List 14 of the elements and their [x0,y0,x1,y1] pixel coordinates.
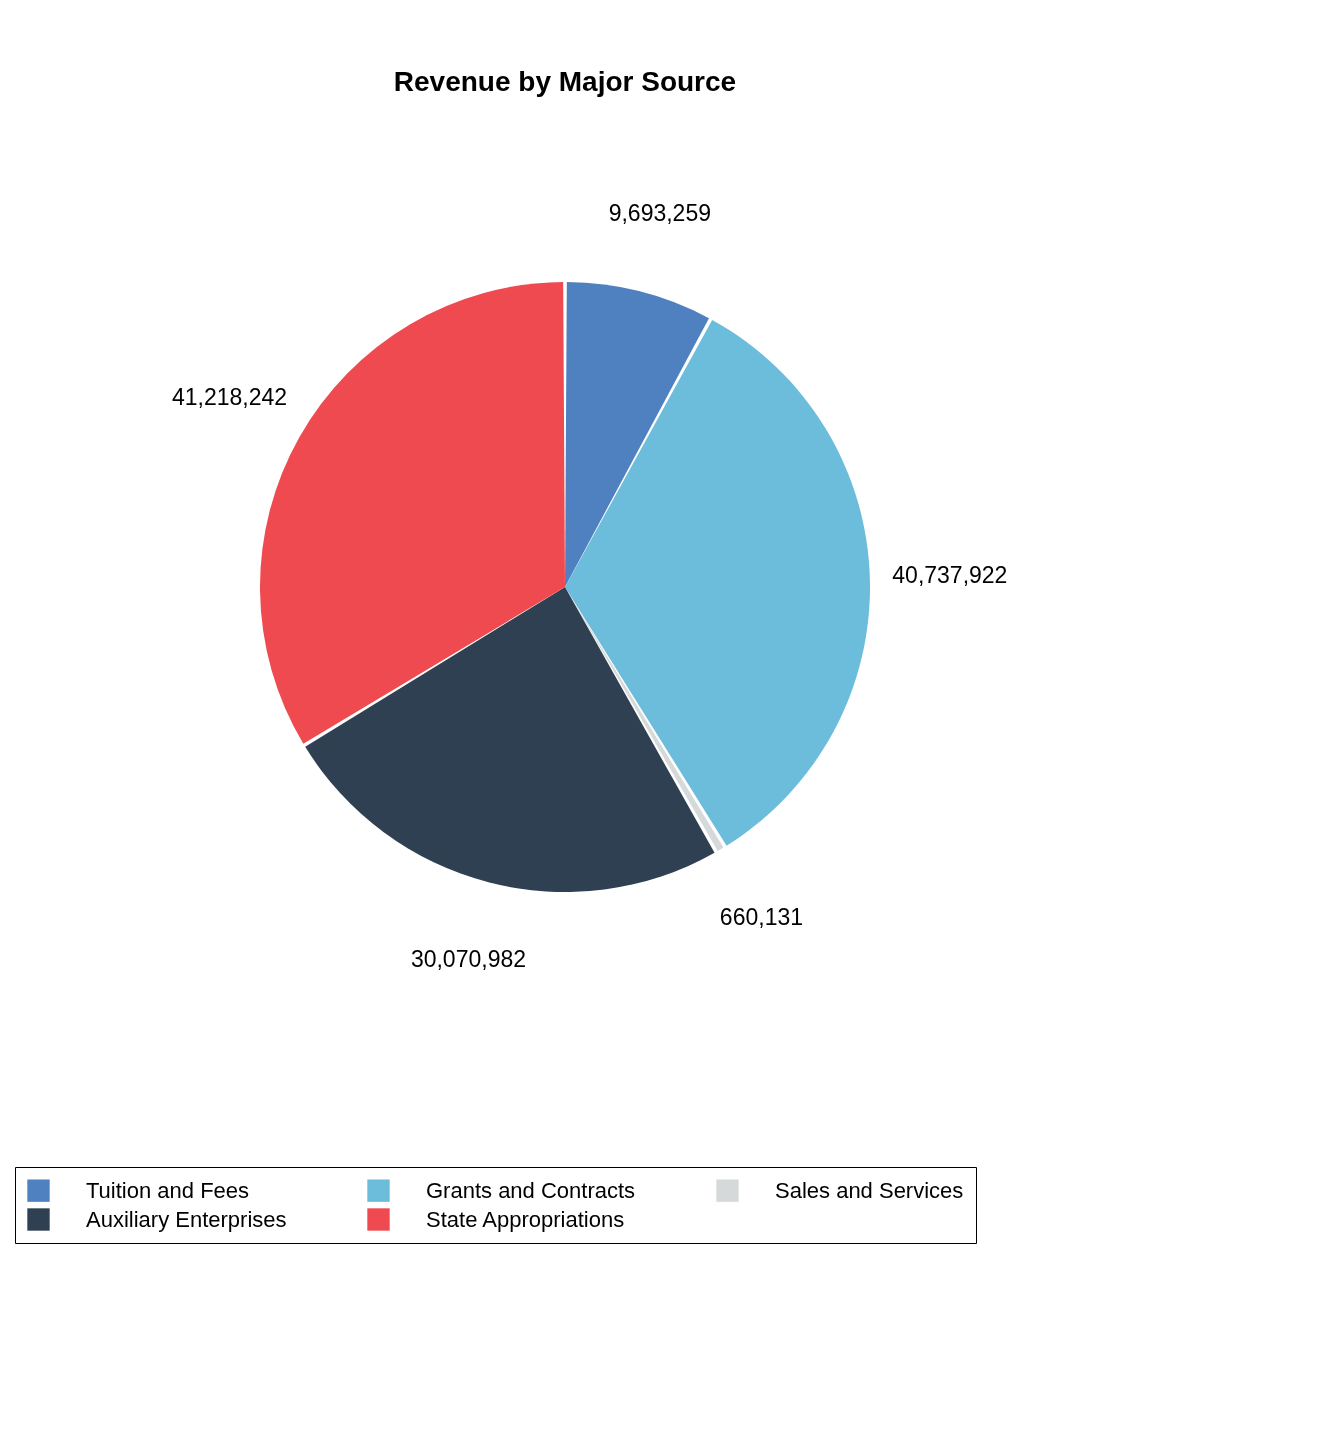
legend-label: Sales and Services [775,1177,964,1203]
pie-slice [565,282,709,587]
data-label: 40,737,922 [892,562,1008,589]
pie-slice [305,587,715,892]
legend-label: Tuition and Fees [86,1177,250,1203]
data-label: 9,693,259 [608,199,711,226]
data-label: 41,218,242 [171,384,288,411]
legend-label: State Appropriations [426,1206,625,1232]
data-label: 660,131 [719,904,803,931]
legend-label: Grants and Contracts [426,1177,636,1203]
data-label: 30,070,982 [410,945,527,972]
pie-slice [565,319,870,846]
chart-title: Revenue by Major Source [393,66,737,97]
legend-label: Auxiliary Enterprises [86,1206,287,1232]
